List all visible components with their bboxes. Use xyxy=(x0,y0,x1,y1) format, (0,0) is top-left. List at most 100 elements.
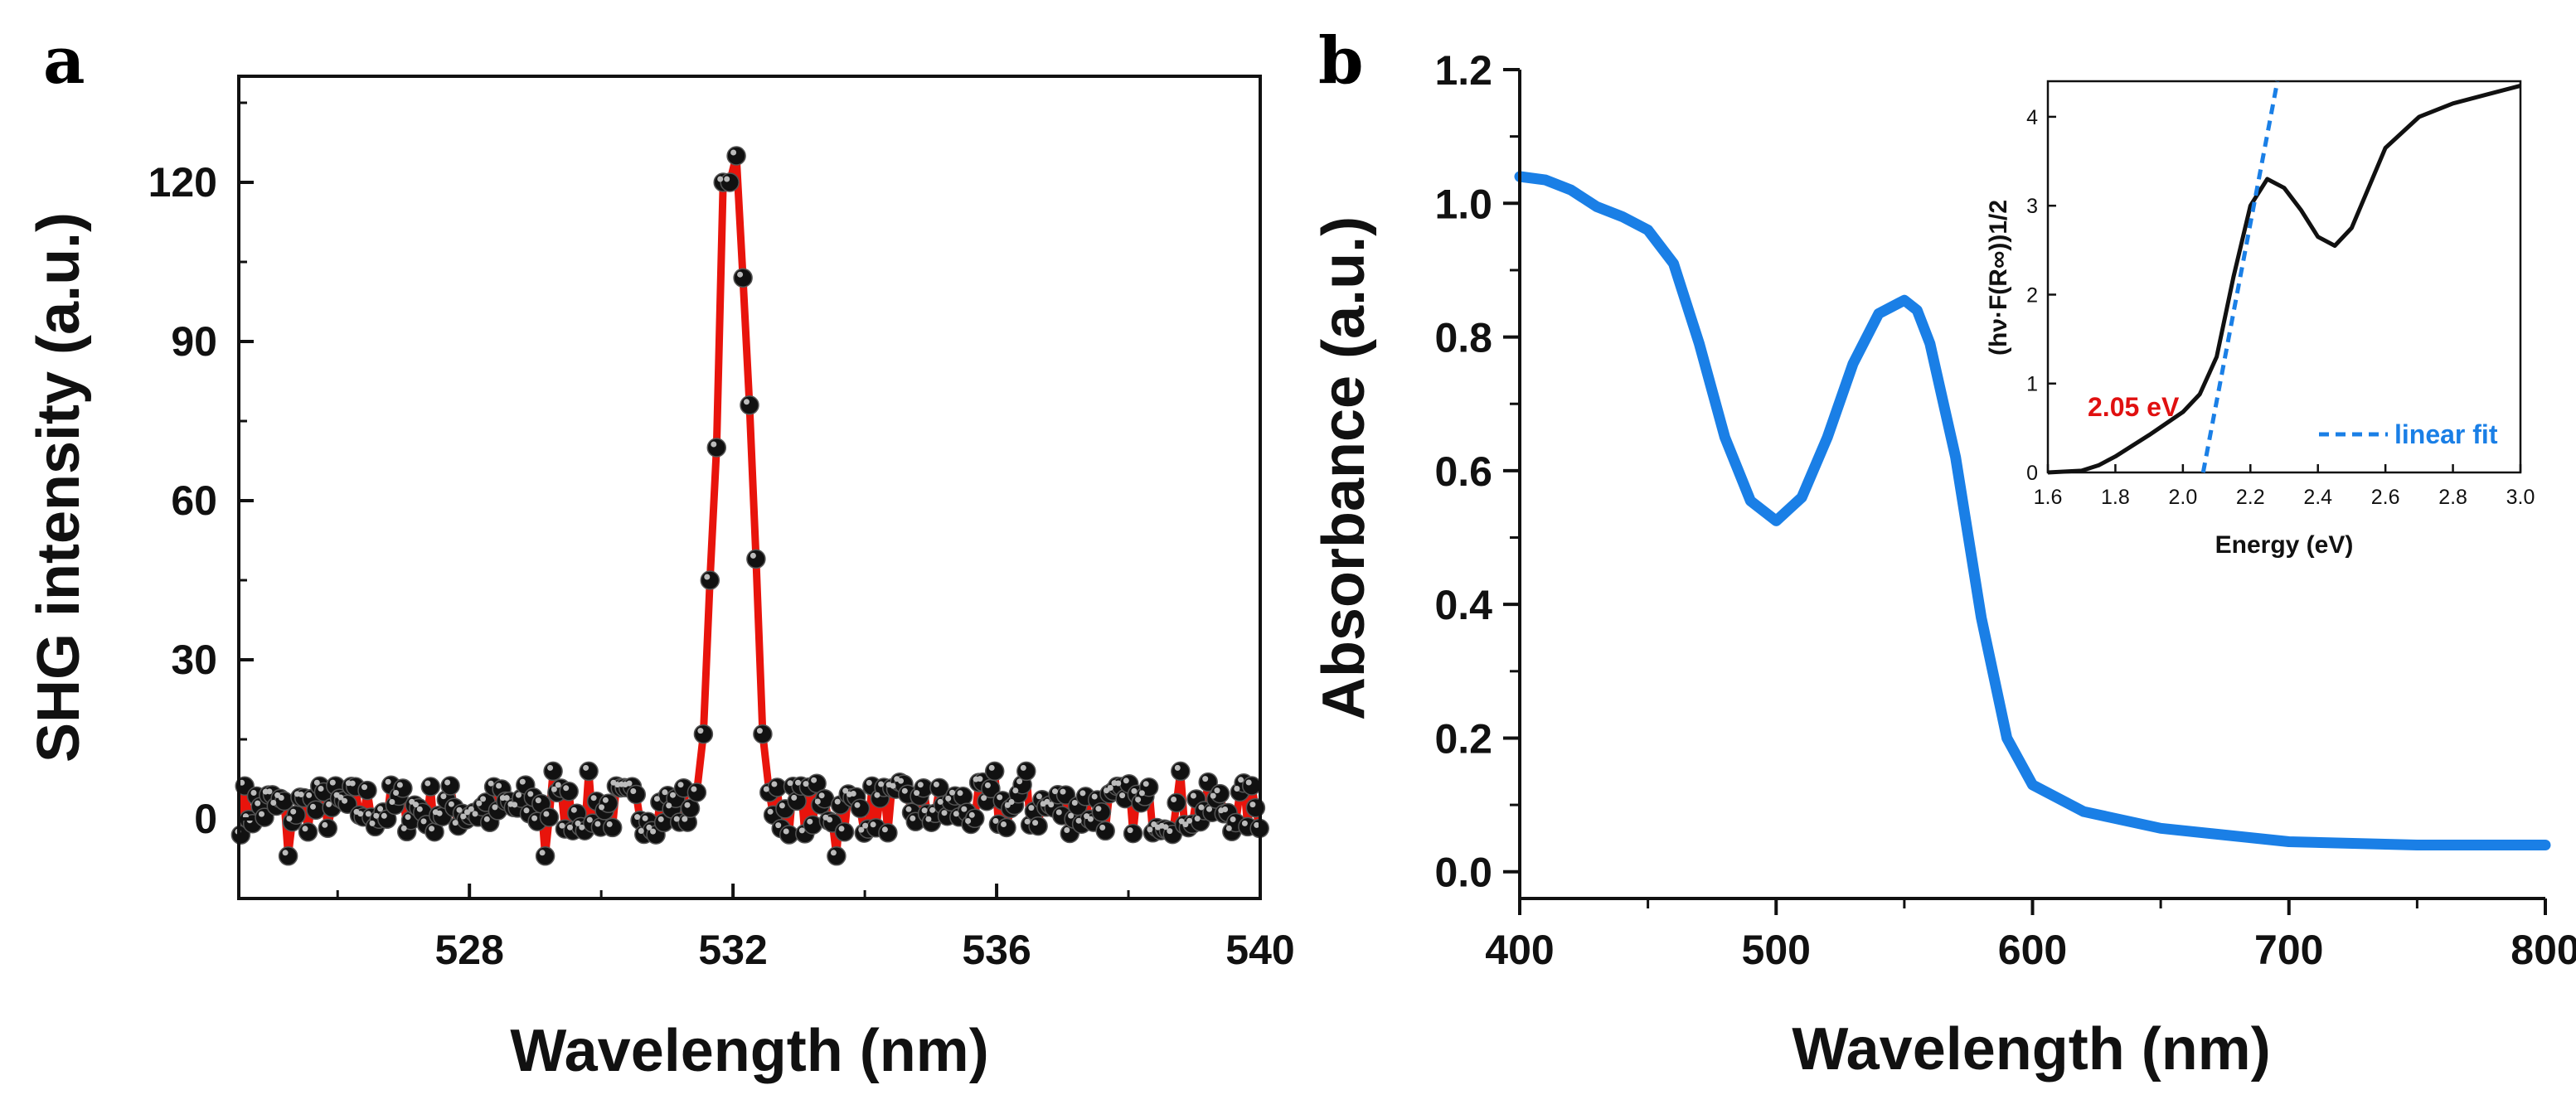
panel-b-ytick-label: 1.0 xyxy=(1434,181,1492,227)
panel-a-point-highlight xyxy=(460,813,467,820)
panel-a-data-point xyxy=(700,570,720,590)
panel-a-point-highlight xyxy=(468,806,474,812)
panel-a-data-point xyxy=(318,818,338,839)
panel-a-point-highlight xyxy=(1107,785,1113,791)
panel-a-point-highlight xyxy=(673,816,680,822)
panel-a-ytick-label: 30 xyxy=(171,637,217,683)
panel-a-series-line xyxy=(236,152,1264,860)
panel-a-data-point xyxy=(278,846,298,866)
panel-a-point-highlight xyxy=(642,815,648,821)
panel-a-point-highlight xyxy=(1254,821,1260,828)
panel-a-point-highlight xyxy=(282,850,289,856)
panel-a-point-highlight xyxy=(306,792,313,798)
panel-a-ticks: 0 30 60 90 120 528 532 536 540 xyxy=(148,101,1295,973)
panel-a-point-highlight xyxy=(310,803,316,810)
panel-a-point-highlight xyxy=(711,441,717,448)
panel-a-point-highlight xyxy=(1198,804,1205,811)
panel-a-data-point xyxy=(1095,821,1115,841)
panel-a-ytick-label: 120 xyxy=(148,159,217,206)
panel-a-point-highlight xyxy=(512,802,518,808)
panel-a-point-highlight xyxy=(286,816,293,822)
panel-a-point-highlight xyxy=(1091,793,1098,800)
panel-a-point-highlight xyxy=(488,780,494,787)
panel-a-data-point xyxy=(357,780,377,801)
panel-a-data-point xyxy=(559,782,579,802)
panel-a-point-highlight xyxy=(381,812,387,819)
panel-a-point-highlight xyxy=(763,786,769,792)
panel-a-point-highlight xyxy=(917,782,924,788)
panel-a-point-highlight xyxy=(981,795,987,802)
panel-a-point-highlight xyxy=(389,799,395,805)
panel-a-point-highlight xyxy=(626,780,633,787)
panel-a-point-highlight xyxy=(965,818,972,824)
panel-a-point-highlight xyxy=(1234,786,1240,792)
panel-a-point-highlight xyxy=(783,828,789,835)
panel-a-ytick-label: 0 xyxy=(194,796,217,842)
panel-a-point-highlight xyxy=(1012,787,1019,794)
panel-a-point-highlight xyxy=(1190,792,1196,799)
panel-a-point-highlight xyxy=(756,728,763,734)
panel-a-point-highlight xyxy=(586,816,593,823)
panel-a-data-point xyxy=(706,438,727,458)
panel-a-point-highlight xyxy=(941,810,948,816)
panel-a-point-highlight xyxy=(1174,764,1181,771)
panel-a-data-point xyxy=(878,823,898,843)
panel-a-ylabel: SHG intensity (a.u.) xyxy=(26,212,92,763)
panel-a-ytick-label: 90 xyxy=(171,318,217,365)
panel-a-point-highlight xyxy=(662,789,668,796)
panel-a-point-highlight xyxy=(704,574,711,580)
panel-a-data-point xyxy=(1171,761,1191,782)
inset-xtick-label: 2.2 xyxy=(2236,486,2265,509)
panel-a-point-highlight xyxy=(448,801,454,807)
panel-a-point-highlight xyxy=(266,788,273,795)
panel-a-point-highlight xyxy=(385,778,391,785)
panel-a-point-highlight xyxy=(737,271,744,278)
panel-a-point-highlight xyxy=(1230,816,1236,822)
panel-a-point-highlight xyxy=(602,797,609,803)
panel-a-point-highlight xyxy=(373,812,380,819)
panel-a-data-point xyxy=(579,761,599,782)
panel-a-xtick-label: 540 xyxy=(1225,927,1294,973)
panel-a-point-highlight xyxy=(630,788,637,794)
panel-b-absorbance-line xyxy=(1514,171,2551,850)
panel-a-point-highlight xyxy=(483,816,490,822)
panel-a-point-highlight xyxy=(834,798,841,805)
panel-b-xtick-label: 600 xyxy=(1998,927,2067,973)
panel-a-point-highlight xyxy=(250,790,257,796)
panel-a-point-highlight xyxy=(516,792,522,798)
inset-tauc-curve xyxy=(2047,83,2521,475)
inset-frame xyxy=(2046,80,2522,474)
panel-a-point-highlight xyxy=(1084,813,1090,820)
panel-b-ytick-label: 0.4 xyxy=(1434,582,1492,628)
panel-a-point-highlight xyxy=(1135,797,1142,803)
panel-a-data-point xyxy=(953,787,973,806)
panel-a-point-highlight xyxy=(349,780,356,787)
panel-a-data-point xyxy=(984,761,1005,782)
panel-a-point-highlight xyxy=(531,815,538,821)
panel-b-ytick-label: 0.0 xyxy=(1434,850,1492,896)
panel-a-point-highlight xyxy=(259,811,264,817)
panel-b-ylabel: Absorbance (a.u.) xyxy=(1311,216,1377,720)
panel-a-data-point xyxy=(1016,761,1036,782)
panel-a-point-highlight xyxy=(697,728,704,734)
panel-a-point-highlight xyxy=(997,794,1003,801)
panel-a-point-highlight xyxy=(583,764,589,771)
panel-b-ytick-label: 0.2 xyxy=(1434,715,1492,762)
panel-a-point-highlight xyxy=(730,149,737,156)
panel-a-point-highlight xyxy=(910,815,916,821)
panel-a-data-point xyxy=(1167,792,1186,813)
panel-a-data-point xyxy=(298,822,318,842)
panel-a-point-highlight xyxy=(535,797,541,804)
panel-a-point-highlight xyxy=(361,784,367,791)
panel-a-point-highlight xyxy=(420,818,427,825)
panel-a-point-highlight xyxy=(1182,821,1189,828)
panel-a-point-highlight xyxy=(811,777,817,783)
panel-a-ytick-label: 60 xyxy=(171,477,217,524)
panel-a-point-highlight xyxy=(1123,777,1129,784)
panel-a-point-highlight xyxy=(436,810,443,816)
panel-a-point-highlight xyxy=(1048,802,1055,808)
panel-a-point-highlight xyxy=(464,809,470,816)
panel-a-point-highlight xyxy=(798,827,805,834)
panel-a-point-highlight xyxy=(1016,778,1023,785)
panel-a-point-highlight xyxy=(1087,816,1094,822)
